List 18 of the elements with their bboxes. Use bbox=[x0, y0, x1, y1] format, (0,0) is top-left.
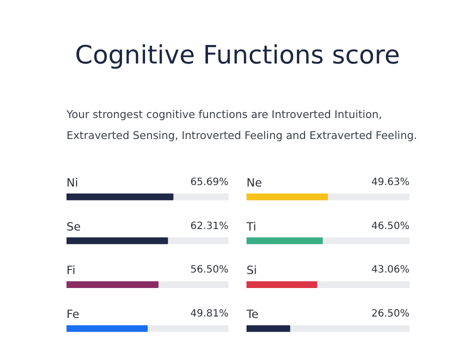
category-label: Ti bbox=[246, 219, 256, 234]
chart-subtitle: Your strongest cognitive functions are Introverted Intuition, Extraverted Sensing, Introverted Feeling and Extraverted Feeling. bbox=[66, 108, 418, 142]
data-label: 49.81% bbox=[190, 308, 229, 320]
data-label: 46.50% bbox=[371, 220, 410, 232]
chart-title: Cognitive Functions score bbox=[75, 40, 400, 70]
category-label: Ne bbox=[246, 175, 262, 190]
category-label: Te bbox=[246, 307, 258, 322]
data-label: 65.69% bbox=[190, 176, 229, 188]
category-label: Se bbox=[66, 219, 81, 234]
category-label: Fe bbox=[66, 307, 80, 322]
data-label: 43.06% bbox=[371, 264, 410, 276]
category-label: Si bbox=[246, 263, 257, 278]
data-label: 56.50% bbox=[190, 264, 229, 276]
data-label: 49.63% bbox=[371, 176, 410, 188]
category-label: Ni bbox=[66, 175, 78, 190]
data-label: 62.31% bbox=[190, 220, 229, 232]
data-label: 26.50% bbox=[371, 308, 410, 320]
category-label: Fi bbox=[66, 263, 76, 278]
